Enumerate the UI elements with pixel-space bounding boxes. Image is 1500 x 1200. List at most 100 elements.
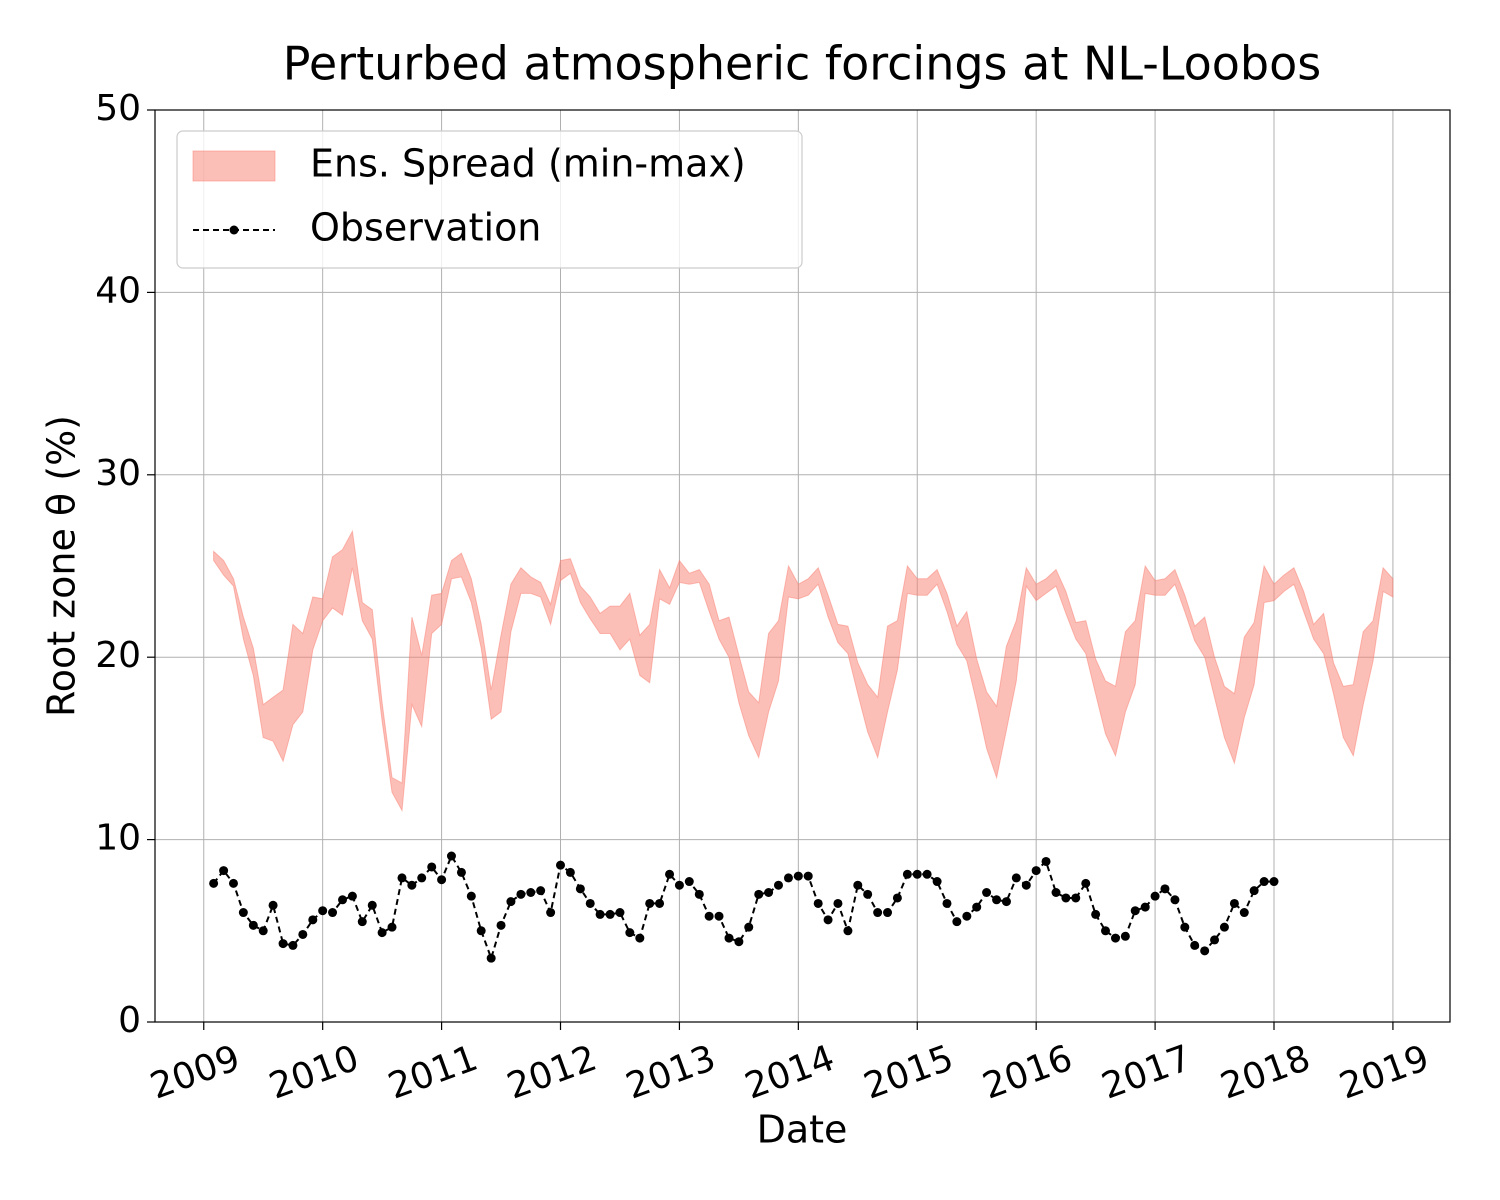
observation-point <box>1021 880 1031 890</box>
plot-area <box>209 529 1394 963</box>
observation-point <box>397 873 407 883</box>
observation-point <box>387 922 397 932</box>
observation-point <box>219 866 229 876</box>
observation-point <box>1001 897 1011 907</box>
observation-point <box>1081 878 1091 888</box>
observation-point <box>615 908 625 918</box>
observation-point <box>783 873 793 883</box>
observation-point <box>328 908 338 918</box>
observation-point <box>536 886 546 896</box>
observation-point <box>843 926 853 936</box>
observation-point <box>496 920 506 930</box>
observation-point <box>793 871 803 881</box>
observation-point <box>684 877 694 887</box>
observation-point <box>1210 935 1220 945</box>
legend-marker <box>229 225 239 235</box>
observation-point <box>486 953 496 963</box>
observation-point <box>516 889 526 899</box>
observation-point <box>744 922 754 932</box>
observation-point <box>357 917 367 927</box>
observation-point <box>506 897 516 907</box>
observation-point <box>863 889 873 899</box>
y-tick-label: 10 <box>95 818 141 859</box>
observation-point <box>902 869 912 879</box>
observation-point <box>565 867 575 877</box>
observation-point <box>338 895 348 905</box>
observation-point <box>1031 866 1041 876</box>
observation-point <box>803 871 813 881</box>
y-tick-label: 40 <box>95 270 141 311</box>
x-axis-label: Date <box>757 1108 848 1152</box>
observation-point <box>952 917 962 927</box>
observation-point <box>1100 926 1110 936</box>
observation-point <box>238 908 248 918</box>
observation-point <box>962 911 972 921</box>
observation-point <box>883 908 893 918</box>
plot-frame <box>154 109 1451 1023</box>
observation-point <box>595 909 605 919</box>
observation-point <box>655 898 665 908</box>
observation-point <box>367 900 377 910</box>
observation-point <box>813 898 823 908</box>
observation-point <box>308 915 318 925</box>
observation-point <box>773 880 783 890</box>
y-tick-label: 0 <box>118 1000 141 1041</box>
observation-point <box>734 937 744 947</box>
observation-point <box>1239 908 1249 918</box>
observation-point <box>605 909 615 919</box>
observation-point <box>1249 886 1259 896</box>
observation-point <box>1110 933 1120 943</box>
observation-point <box>922 869 932 879</box>
observation-point <box>1041 856 1051 866</box>
observation-point <box>754 889 764 899</box>
observation-point <box>892 893 902 903</box>
y-tick-label: 50 <box>95 88 141 129</box>
legend-box <box>176 130 803 269</box>
observation-point <box>1269 877 1279 887</box>
observation-point <box>546 908 556 918</box>
observation-point <box>1071 893 1081 903</box>
observation-point <box>932 877 942 887</box>
observation-point <box>1259 877 1269 887</box>
observation-point <box>1219 922 1229 932</box>
observation-point <box>1130 906 1140 916</box>
observation-point <box>645 898 655 908</box>
observation-point <box>764 887 774 897</box>
spread-band <box>213 529 1394 813</box>
observation-point <box>1091 909 1101 919</box>
observation-point <box>288 940 298 950</box>
observation-point <box>1190 940 1200 950</box>
observation-point <box>437 875 447 885</box>
observation-point <box>476 926 486 936</box>
observation-point <box>982 887 992 897</box>
observation-point <box>427 862 437 872</box>
legend-swatch <box>192 150 276 182</box>
observation-point <box>823 915 833 925</box>
observation-point <box>873 908 883 918</box>
observation-point <box>853 880 863 890</box>
observation-point <box>585 898 595 908</box>
observation-point <box>556 860 566 870</box>
observation-point <box>635 933 645 943</box>
observation-point <box>1120 931 1130 941</box>
observation-point <box>1229 898 1239 908</box>
chart-title: Perturbed atmospheric forcings at NL-Loo… <box>283 37 1321 91</box>
observation-point <box>1061 893 1071 903</box>
observation-point <box>1170 895 1180 905</box>
observation-point <box>209 878 219 888</box>
observation-point <box>446 851 456 861</box>
observation-point <box>1180 922 1190 932</box>
observation-point <box>1200 946 1210 956</box>
observation-point <box>912 869 922 879</box>
observation-point <box>318 906 328 916</box>
observation-point <box>347 891 357 901</box>
observation-point <box>228 878 238 888</box>
observation-point <box>456 867 466 877</box>
observation-point <box>724 933 734 943</box>
observation-point <box>992 895 1002 905</box>
observation-point <box>704 911 714 921</box>
observation-point <box>972 902 982 912</box>
observation-point <box>526 887 536 897</box>
observation-point <box>248 920 258 930</box>
